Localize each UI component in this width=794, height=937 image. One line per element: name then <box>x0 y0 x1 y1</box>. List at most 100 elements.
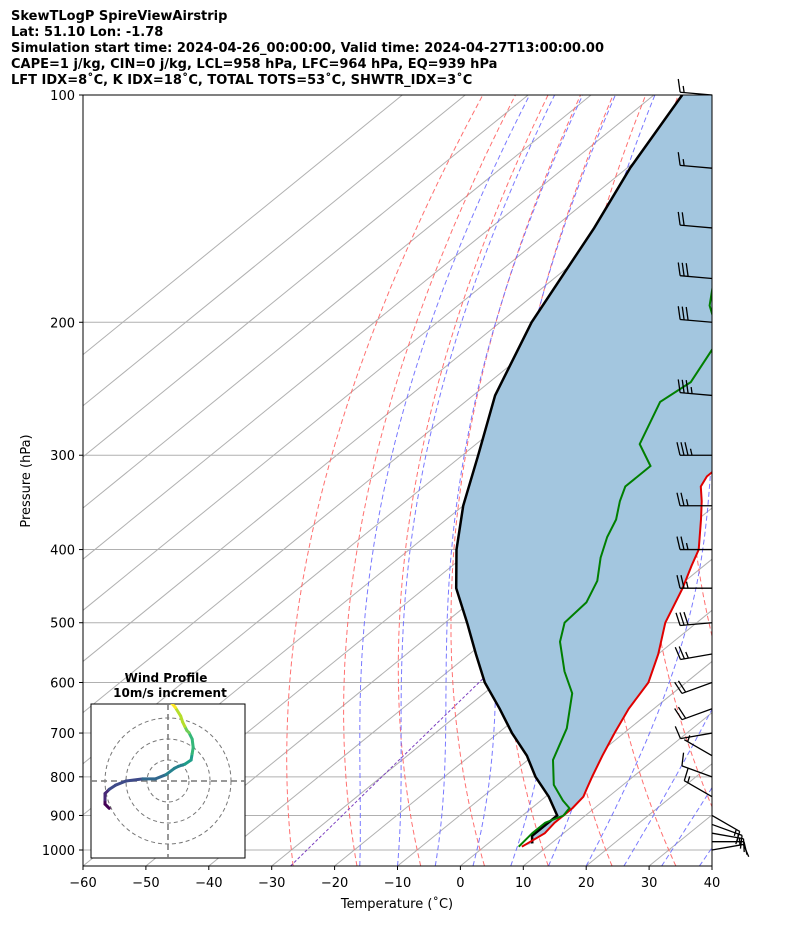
chart-header: SkewTLogP SpireViewAirstrip Lat: 51.10 L… <box>11 9 604 89</box>
barb-feather <box>739 835 743 849</box>
x-tick-label: −40 <box>195 876 222 891</box>
wind-barb <box>675 611 713 627</box>
x-tick-label: −20 <box>321 876 348 891</box>
barb-feather <box>742 838 745 853</box>
x-tick-label: 30 <box>641 876 658 891</box>
x-tick-label: 40 <box>704 876 721 891</box>
wind-barb <box>712 841 748 855</box>
isotherm-line <box>83 95 466 407</box>
x-tick-label: −50 <box>132 876 159 891</box>
cape-area <box>456 95 712 847</box>
wind-barb <box>677 152 713 169</box>
barb-feather <box>680 442 685 456</box>
dry-adiabat <box>450 95 581 866</box>
barb-feather <box>678 646 686 660</box>
wind-barb <box>683 767 713 798</box>
barb-half-feather <box>685 499 689 506</box>
hodograph-segment <box>164 766 176 777</box>
x-tick-label: 10 <box>515 876 532 891</box>
y-tick-label: 400 <box>50 544 75 559</box>
barb-half-feather <box>690 387 693 394</box>
dry-adiabat <box>597 95 679 866</box>
cape-shading <box>456 95 712 847</box>
isotherm-line <box>83 95 592 509</box>
wind-barb <box>676 442 712 456</box>
barb-shaft <box>680 318 713 323</box>
y-tick-label: 1000 <box>42 844 75 859</box>
y-tick-label: 600 <box>50 677 75 692</box>
wind-barb <box>677 211 713 229</box>
dry-adiabat <box>343 95 516 866</box>
parcel-profile-line <box>454 95 684 844</box>
y-axis-label: Pressure (hPa) <box>19 434 34 527</box>
barb-feather <box>681 379 685 394</box>
y-tick-label: 500 <box>50 617 75 632</box>
barb-shaft <box>683 739 713 757</box>
isotherm-line <box>334 558 712 866</box>
barb-feather <box>674 646 682 660</box>
wind-barb <box>676 536 712 551</box>
isotherm-line <box>460 660 712 866</box>
location-line: Lat: 51.10 Lon: -1.78 <box>11 25 164 40</box>
barb-feather <box>674 681 683 694</box>
x-tick-label: −60 <box>69 876 96 891</box>
y-tick-label: 900 <box>50 809 75 824</box>
axes: −60 −50 −40 −30 −20 −10 0 10 20 30 40 100 200 300 400 5… <box>42 89 720 891</box>
y-tick-label: 700 <box>50 727 75 742</box>
isotherm-line <box>83 95 655 560</box>
wind-barb <box>676 492 712 507</box>
temperature-profile-line <box>521 470 712 848</box>
barb-shaft <box>680 732 713 740</box>
wind-barb <box>674 680 713 695</box>
wind-barb <box>674 706 713 721</box>
barb-feather <box>674 726 682 739</box>
wind-barb <box>677 379 713 397</box>
barb-feather <box>676 442 681 456</box>
barb-feather <box>676 492 681 506</box>
barb-feather <box>685 380 689 394</box>
wind-barb <box>676 575 712 589</box>
dry-adiabat <box>731 95 794 866</box>
barb-feather <box>675 612 681 626</box>
wind-barb <box>711 843 750 857</box>
barb-feather <box>683 611 689 626</box>
wind-barb <box>674 726 713 740</box>
moist-adiabat <box>585 438 712 866</box>
index-line: LFT IDX=8˚C, K IDX=18˚C, TOTAL TOTS=53˚C… <box>11 73 473 88</box>
dry-adiabat <box>286 95 484 866</box>
barb-feather <box>735 831 741 845</box>
barb-shaft <box>683 780 713 798</box>
barb-shaft <box>680 164 713 169</box>
wind-barb <box>677 262 713 280</box>
barb-shaft <box>711 843 744 851</box>
barb-feather <box>679 612 685 626</box>
moist-adiabat <box>359 95 531 866</box>
barb-shaft <box>681 681 713 695</box>
barb-feather <box>680 492 685 506</box>
barb-feather <box>674 708 683 721</box>
chart-title: SkewTLogP SpireViewAirstrip <box>11 9 228 24</box>
wind-barb <box>677 78 713 96</box>
barb-feather <box>743 841 748 855</box>
barb-half-feather <box>687 735 691 742</box>
barb-feather <box>681 306 685 320</box>
hodograph-segment <box>170 704 177 709</box>
barb-half-feather <box>685 542 689 550</box>
hodograph-segment <box>173 706 183 718</box>
barb-feather <box>676 536 681 550</box>
wind-barb <box>683 735 713 757</box>
hodograph-segment <box>124 777 145 783</box>
barb-shaft <box>711 814 741 833</box>
barb-shaft <box>681 708 713 721</box>
hodograph-segment <box>114 779 128 787</box>
barb-feather <box>677 306 681 320</box>
hodograph <box>90 703 246 859</box>
wind-barb <box>711 814 741 845</box>
cape-line: CAPE=1 j/kg, CIN=0 j/kg, LCL=958 hPa, LF… <box>11 57 498 72</box>
barb-feather <box>681 752 685 766</box>
barb-feather <box>677 379 681 393</box>
profiles <box>454 95 712 848</box>
isotherm-line <box>83 98 712 611</box>
barb-feather <box>681 262 685 277</box>
barb-half-feather <box>685 651 689 659</box>
